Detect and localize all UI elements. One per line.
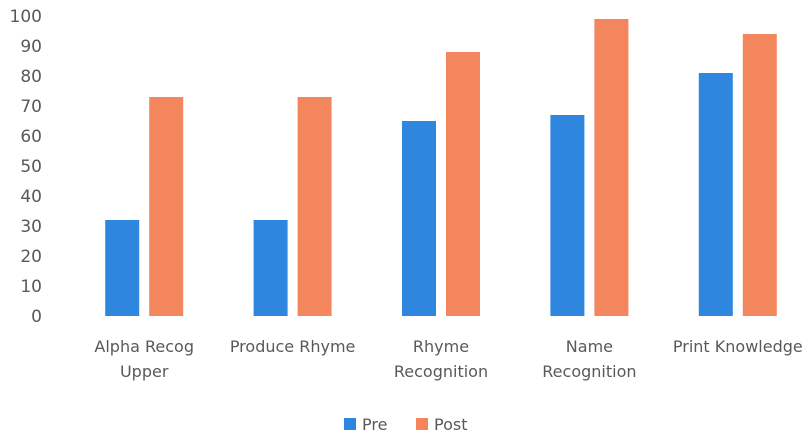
- bars: [105, 19, 777, 316]
- x-category-line: Alpha Recog: [94, 337, 194, 356]
- bar-post-4: [742, 34, 777, 316]
- x-category-line: Print Knowledge: [673, 337, 803, 356]
- y-tick-label: 20: [20, 247, 42, 267]
- y-tick-label: 90: [20, 37, 42, 57]
- x-axis: Alpha Recog Upper Produce Rhyme Rhyme Recogn…: [94, 337, 802, 381]
- bar-pre-1: [253, 220, 288, 316]
- bar-post-2: [446, 52, 480, 316]
- legend-label-pre: Pre: [362, 415, 387, 434]
- x-category-line: Upper: [120, 362, 169, 381]
- legend-label-post: Post: [434, 415, 467, 434]
- bar-pre-4: [698, 73, 733, 316]
- legend-swatch-pre: [344, 418, 356, 430]
- y-tick-label: 70: [20, 97, 42, 117]
- y-tick-label: 40: [20, 187, 42, 207]
- y-tick-label: 60: [20, 127, 42, 147]
- y-axis: 0 10 20 30 40 50 60 70 80 90 100: [10, 7, 42, 327]
- bar-pre-3: [550, 115, 585, 316]
- x-category-line: Recognition: [542, 362, 636, 381]
- x-category-line: Rhyme: [413, 337, 469, 356]
- x-category-label: Rhyme Recognition: [394, 337, 488, 381]
- bar-post-1: [297, 97, 332, 316]
- x-category-line: Recognition: [394, 362, 488, 381]
- bar-post-3: [594, 19, 629, 316]
- x-category-label: Print Knowledge: [673, 337, 803, 356]
- bar-pre-0: [105, 220, 140, 316]
- legend: Pre Post: [344, 415, 467, 434]
- x-category-label: Produce Rhyme: [230, 337, 356, 356]
- x-category-label: Name Recognition: [542, 337, 636, 381]
- y-tick-label: 10: [20, 277, 42, 297]
- y-tick-label: 80: [20, 67, 42, 87]
- y-tick-label: 100: [10, 7, 42, 27]
- x-category-label: Alpha Recog Upper: [94, 337, 194, 381]
- x-category-line: Produce Rhyme: [230, 337, 356, 356]
- x-category-line: Name: [566, 337, 613, 356]
- bar-pre-2: [402, 121, 436, 316]
- y-tick-label: 0: [31, 307, 42, 327]
- y-tick-label: 30: [20, 217, 42, 237]
- y-tick-label: 50: [20, 157, 42, 177]
- bar-post-0: [149, 97, 184, 316]
- legend-swatch-post: [416, 418, 428, 430]
